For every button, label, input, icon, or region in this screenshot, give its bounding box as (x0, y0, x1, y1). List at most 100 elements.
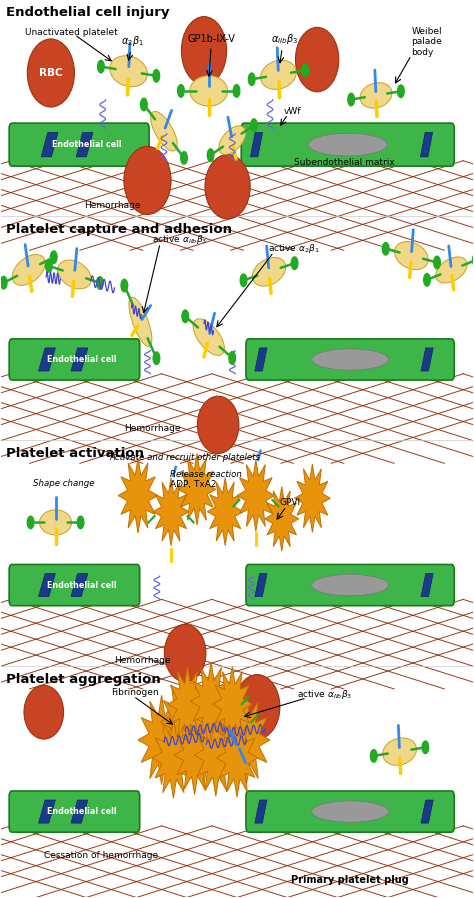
Polygon shape (294, 464, 330, 533)
Polygon shape (255, 574, 267, 596)
Ellipse shape (219, 126, 246, 154)
Text: Release reaction: Release reaction (170, 470, 242, 479)
Polygon shape (71, 800, 88, 823)
Ellipse shape (141, 98, 147, 110)
Ellipse shape (251, 119, 257, 131)
Ellipse shape (436, 257, 467, 283)
Text: active $\alpha_{IIb}\beta_3$: active $\alpha_{IIb}\beta_3$ (152, 233, 208, 246)
FancyBboxPatch shape (246, 791, 454, 832)
Ellipse shape (164, 624, 206, 682)
Ellipse shape (151, 111, 177, 151)
Polygon shape (138, 695, 185, 785)
Polygon shape (180, 691, 228, 784)
Polygon shape (38, 574, 55, 596)
Ellipse shape (295, 27, 339, 92)
Ellipse shape (46, 260, 52, 272)
Ellipse shape (12, 254, 45, 286)
Ellipse shape (473, 254, 474, 267)
Text: Unactivated platelet: Unactivated platelet (25, 28, 118, 37)
Polygon shape (153, 478, 189, 546)
Polygon shape (38, 800, 55, 823)
FancyBboxPatch shape (9, 791, 140, 832)
Text: Endothelial cell injury: Endothelial cell injury (6, 6, 170, 19)
Ellipse shape (129, 297, 152, 347)
Ellipse shape (27, 39, 74, 107)
Ellipse shape (252, 258, 286, 286)
Text: ADP, TxA2: ADP, TxA2 (170, 480, 217, 489)
Polygon shape (265, 487, 299, 551)
Text: $\alpha_2\beta_1$: $\alpha_2\beta_1$ (121, 34, 144, 48)
Polygon shape (71, 574, 88, 596)
Text: Primary platelet plug: Primary platelet plug (291, 876, 409, 885)
Ellipse shape (50, 251, 57, 263)
Ellipse shape (398, 85, 404, 98)
Text: Endothelial cell: Endothelial cell (53, 140, 122, 149)
Text: Hemorrhage: Hemorrhage (124, 424, 181, 433)
Polygon shape (168, 666, 207, 742)
Polygon shape (202, 679, 248, 765)
Ellipse shape (311, 801, 389, 823)
Polygon shape (178, 453, 216, 525)
Text: Endothelial cell: Endothelial cell (47, 355, 117, 364)
Polygon shape (237, 460, 275, 532)
Polygon shape (152, 718, 195, 798)
Polygon shape (118, 458, 158, 533)
Ellipse shape (153, 69, 160, 82)
Polygon shape (421, 574, 433, 596)
Text: Platelet capture and adhesion: Platelet capture and adhesion (6, 224, 232, 236)
Ellipse shape (248, 73, 255, 85)
Ellipse shape (27, 516, 34, 529)
Ellipse shape (424, 274, 430, 286)
Polygon shape (191, 662, 232, 741)
Text: Platelet activation: Platelet activation (6, 447, 144, 460)
Ellipse shape (190, 75, 228, 106)
Polygon shape (421, 800, 433, 823)
Ellipse shape (153, 352, 160, 365)
Polygon shape (250, 132, 263, 157)
Text: active $\alpha_{IIb}\beta_3$: active $\alpha_{IIb}\beta_3$ (297, 688, 353, 700)
Text: Cessation of hemorrhage: Cessation of hemorrhage (44, 851, 158, 860)
Polygon shape (255, 348, 267, 371)
Ellipse shape (193, 319, 224, 356)
Ellipse shape (205, 154, 250, 219)
Ellipse shape (240, 274, 247, 286)
Ellipse shape (309, 133, 387, 156)
Ellipse shape (235, 674, 280, 739)
Text: Shape change: Shape change (34, 479, 95, 488)
Text: Subendothelial matrix: Subendothelial matrix (293, 158, 394, 167)
FancyBboxPatch shape (9, 565, 140, 605)
Ellipse shape (207, 149, 214, 162)
Ellipse shape (182, 16, 227, 84)
Polygon shape (38, 348, 55, 371)
Polygon shape (207, 478, 243, 546)
Polygon shape (420, 132, 433, 157)
Ellipse shape (97, 277, 103, 289)
Ellipse shape (302, 64, 309, 76)
Ellipse shape (0, 277, 7, 289)
Ellipse shape (434, 256, 440, 269)
Text: Endothelial cell: Endothelial cell (47, 807, 117, 816)
Text: Hemorrhage: Hemorrhage (115, 656, 171, 665)
Ellipse shape (311, 348, 389, 370)
Text: Activate and recruit other platelets: Activate and recruit other platelets (109, 453, 261, 462)
Ellipse shape (311, 575, 389, 595)
Ellipse shape (77, 516, 84, 529)
Text: GP1b-IX-V: GP1b-IX-V (187, 34, 235, 44)
Text: Fibrinogen: Fibrinogen (111, 688, 159, 697)
Polygon shape (174, 716, 215, 795)
Ellipse shape (394, 242, 428, 269)
Ellipse shape (181, 152, 187, 164)
Text: Endothelial cell: Endothelial cell (47, 581, 117, 590)
Ellipse shape (233, 84, 240, 97)
Polygon shape (255, 800, 267, 823)
Ellipse shape (371, 750, 377, 762)
Ellipse shape (24, 685, 64, 739)
Polygon shape (212, 666, 252, 742)
Ellipse shape (261, 60, 296, 90)
Polygon shape (71, 348, 88, 371)
Ellipse shape (197, 396, 239, 453)
Text: $\alpha_{IIb}\beta_3$: $\alpha_{IIb}\beta_3$ (271, 32, 298, 46)
Text: GPVI: GPVI (279, 498, 301, 507)
Polygon shape (216, 718, 258, 797)
Polygon shape (76, 132, 93, 157)
